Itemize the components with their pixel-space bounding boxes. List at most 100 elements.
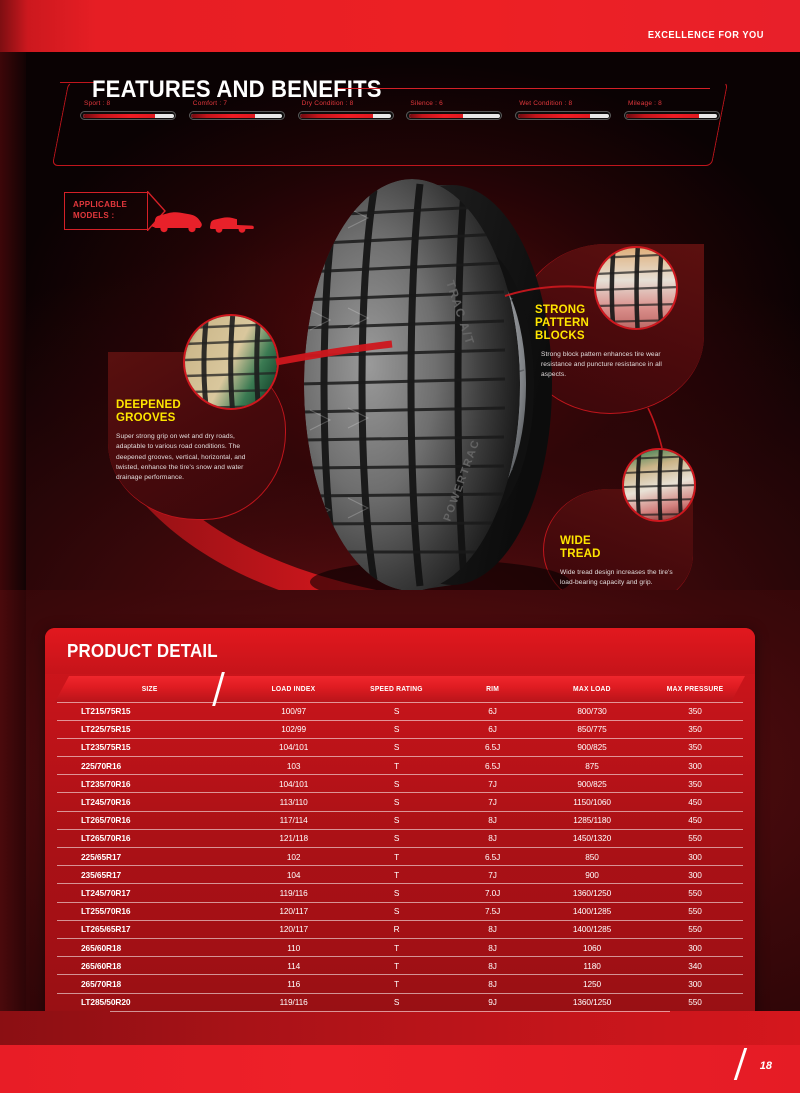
cell-max-pressure: 450 — [646, 792, 743, 812]
rating-inner — [626, 113, 718, 118]
table-row: LT215/75R15 100/97 S 6J 800/730 350 — [57, 701, 743, 721]
vehicle-icons-group — [152, 212, 254, 233]
product-detail-panel: PRODUCT DETAIL SIZE LOAD INDEX SPEED RAT… — [45, 628, 755, 1028]
cell-size: LT245/70R17 — [57, 883, 243, 903]
cell-speed-rating: S — [345, 993, 448, 1012]
cell-rim: 8J — [448, 811, 538, 830]
cell-speed-rating: S — [345, 792, 448, 812]
cell-max-pressure: 550 — [646, 883, 743, 903]
table-row: 265/60R18 114 T 8J 1180 340 — [57, 956, 743, 976]
cell-rim: 8J — [448, 920, 538, 939]
rating-label: Silence : 6 — [410, 100, 443, 107]
cell-speed-rating: S — [345, 883, 448, 903]
table-row: LT285/50R20 119/116 S 9J 1360/1250 550 — [57, 993, 743, 1012]
hero-section: FEATURES AND BENEFITS Sport : 8 Comfort … — [0, 52, 800, 612]
cell-load-index: 102/99 — [242, 720, 346, 739]
cell-rim: 9J — [448, 993, 538, 1012]
hero-left-edge — [0, 52, 26, 612]
cell-speed-rating: T — [345, 938, 448, 958]
cell-max-load: 1150/1060 — [537, 792, 647, 812]
rating-item-wet-condition: Wet Condition : 8 — [515, 100, 612, 120]
rating-inner — [517, 113, 609, 118]
cell-rim: 7J — [448, 792, 538, 812]
column-header-max-pressure: MAX PRESSURE — [666, 684, 724, 694]
cell-max-pressure: 300 — [646, 756, 743, 776]
table-row: LT265/70R16 121/118 S 8J 1450/1320 550 — [57, 829, 743, 849]
cell-max-pressure: 350 — [646, 774, 743, 794]
column-header-load-index: LOAD INDEX — [271, 684, 316, 694]
cell-load-index: 104/101 — [242, 774, 346, 794]
cell-max-load: 1360/1250 — [537, 883, 647, 903]
table-row: LT265/70R16 117/114 S 8J 1285/1180 450 — [57, 811, 743, 830]
cell-max-load: 1180 — [537, 956, 647, 976]
cell-max-pressure: 340 — [646, 956, 743, 976]
cell-max-pressure: 350 — [646, 738, 743, 758]
rating-fill — [517, 113, 591, 118]
cell-size: LT245/70R16 — [57, 792, 243, 812]
rating-label: Sport : 8 — [84, 100, 111, 107]
table-row: 225/70R16 103 T 6.5J 875 300 — [57, 756, 743, 776]
cell-load-index: 119/116 — [242, 993, 346, 1012]
rating-inner — [191, 113, 283, 118]
cell-size: 265/60R18 — [57, 938, 243, 958]
page-number: 18 — [759, 1060, 772, 1072]
cell-speed-rating: S — [345, 701, 448, 721]
rating-fill — [408, 113, 464, 118]
cell-max-pressure: 300 — [646, 974, 743, 994]
table-row: LT255/70R16 120/117 S 7.5J 1400/1285 550 — [57, 902, 743, 921]
cell-load-index: 104 — [242, 865, 346, 885]
tire-product-image: TRAC A/T POWERTRAC — [304, 179, 570, 600]
cell-size: LT235/75R15 — [57, 738, 243, 758]
cell-load-index: 116 — [242, 974, 346, 994]
cell-size: LT225/75R15 — [57, 720, 243, 739]
cell-max-pressure: 350 — [646, 720, 743, 739]
table-row: LT235/70R16 104/101 S 7J 900/825 350 — [57, 774, 743, 794]
cell-max-load: 800/730 — [537, 701, 647, 721]
cell-size: LT265/65R17 — [57, 920, 243, 939]
cell-load-index: 120/117 — [242, 902, 346, 921]
cell-size: 265/70R18 — [57, 974, 243, 994]
cell-max-load: 1285/1180 — [537, 811, 647, 830]
cell-rim: 7.5J — [448, 902, 538, 921]
cell-max-load: 1360/1250 — [537, 993, 647, 1012]
table-row: LT245/70R16 113/110 S 7J 1150/1060 450 — [57, 792, 743, 812]
column-header-max-load: MAX LOAD — [573, 684, 611, 694]
cell-speed-rating: R — [345, 920, 448, 939]
cell-rim: 8J — [448, 956, 538, 976]
rating-label: Wet Condition : 8 — [519, 100, 573, 107]
cell-max-load: 1400/1285 — [537, 920, 647, 939]
callout-body: Strong block pattern enhances tire wear … — [541, 350, 662, 379]
callout-strong-pattern-blocks: STRONG PATTERN BLOCKS Strong block patte… — [535, 304, 680, 381]
rating-list: Sport : 8 Comfort : 7 Dry Condition : 8 — [80, 100, 720, 142]
cell-size: LT255/70R16 — [57, 902, 243, 921]
cell-max-load: 850 — [537, 847, 647, 867]
callout-deepened-grooves: DEEPENED GROOVES Super strong grip on we… — [116, 399, 256, 484]
callout-wide-tread: WIDE TREAD Wide tread design increases t… — [560, 535, 685, 589]
table-row: 265/60R18 110 T 8J 1060 300 — [57, 938, 743, 958]
column-header-rim: RIM — [486, 684, 500, 694]
cell-load-index: 102 — [242, 847, 346, 867]
callout-connectors — [275, 285, 663, 449]
cell-size: LT285/50R20 — [57, 993, 243, 1012]
rating-item-comfort: Comfort : 7 — [188, 100, 285, 120]
cell-max-load: 1450/1320 — [537, 829, 647, 849]
cell-max-pressure: 550 — [646, 920, 743, 939]
rating-item-dry-condition: Dry Condition : 8 — [297, 100, 394, 120]
cell-rim: 7J — [448, 774, 538, 794]
cell-load-index: 110 — [242, 938, 346, 958]
cell-load-index: 103 — [242, 756, 346, 776]
cell-speed-rating: S — [345, 902, 448, 921]
rating-track — [297, 111, 394, 120]
cell-load-index: 120/117 — [242, 920, 346, 939]
spec-table-body: LT215/75R15 100/97 S 6J 800/730 350 LT225/75R1… — [57, 701, 743, 1012]
cell-speed-rating: T — [345, 865, 448, 885]
footer-red-band — [0, 1045, 800, 1093]
cell-load-index: 117/114 — [242, 811, 346, 830]
cell-max-pressure: 550 — [646, 993, 743, 1012]
column-header-speed-rating: SPEED RATING — [370, 684, 423, 694]
cell-max-pressure: 450 — [646, 811, 743, 830]
applicable-models-line1: APPLICABLE — [73, 200, 128, 209]
cell-max-load: 900/825 — [537, 738, 647, 758]
cell-speed-rating: T — [345, 756, 448, 776]
suv-icon — [152, 212, 202, 233]
